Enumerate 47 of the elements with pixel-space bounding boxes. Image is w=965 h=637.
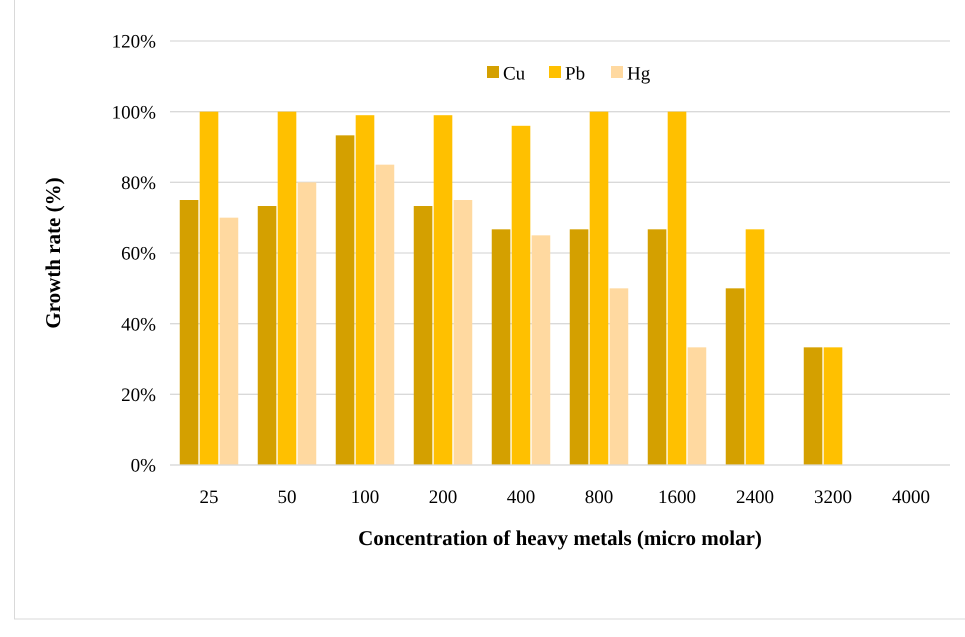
y-tick-label: 100% [112, 102, 156, 124]
bar [220, 218, 238, 465]
bar [492, 229, 510, 465]
bar [590, 112, 608, 465]
x-tick-label: 1600 [658, 487, 696, 508]
y-tick-label: 80% [121, 172, 156, 194]
x-tick-label: 2400 [736, 487, 774, 508]
x-tick-label: 100 [350, 487, 380, 508]
bar [298, 182, 316, 465]
legend-label: Hg [627, 64, 651, 85]
bar [414, 206, 432, 465]
legend-label: Cu [503, 64, 526, 85]
x-tick-label: 200 [428, 487, 458, 508]
bar [512, 126, 530, 465]
bar [610, 288, 628, 465]
bar [200, 112, 218, 465]
bar [278, 112, 296, 465]
y-tick-label: 60% [121, 244, 156, 265]
bar [454, 200, 472, 465]
y-tick-label: 40% [121, 314, 156, 336]
bar [434, 115, 452, 465]
y-tick-label: 120% [112, 32, 156, 53]
bar [824, 347, 842, 465]
bar [258, 206, 276, 465]
y-axis-title: Growth rate (%) [41, 177, 65, 329]
bar [746, 229, 764, 465]
y-tick-label: 0% [130, 456, 156, 477]
bar [376, 164, 394, 465]
bar [804, 347, 822, 465]
bar [336, 135, 354, 465]
x-axis-title: Concentration of heavy metals (micro molar) [358, 526, 762, 550]
x-tick-label: 3200 [814, 487, 852, 508]
bar [648, 229, 666, 465]
bar [688, 347, 706, 465]
bar [668, 112, 686, 465]
x-tick-label: 50 [278, 487, 296, 508]
x-tick-label: 25 [200, 487, 218, 508]
x-tick-label: 800 [584, 487, 614, 508]
bar [532, 235, 550, 465]
legend-label: Pb [565, 64, 586, 85]
bar [570, 229, 588, 465]
bar [726, 288, 744, 465]
y-tick-label: 20% [121, 384, 156, 406]
bar [180, 200, 198, 465]
x-tick-label: 400 [506, 487, 536, 508]
x-tick-label: 4000 [892, 487, 930, 508]
bar [356, 115, 374, 465]
